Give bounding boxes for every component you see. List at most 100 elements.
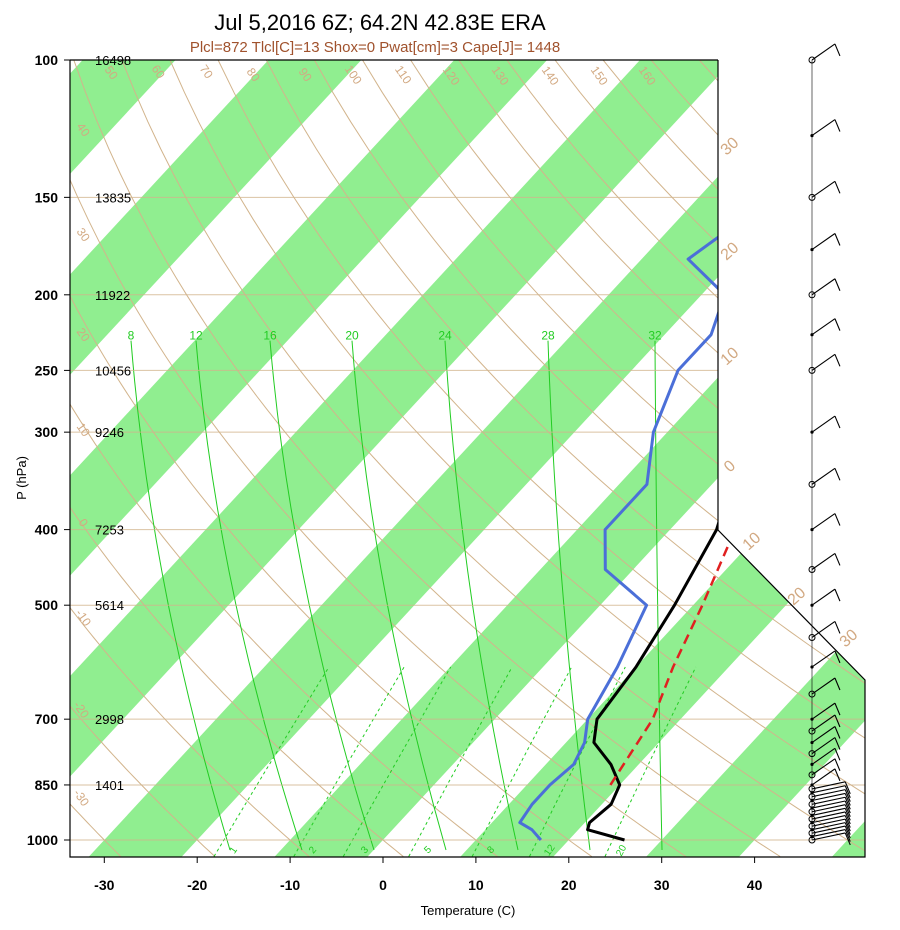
wind-barb — [811, 796, 846, 805]
y-tick-label: 1000 — [27, 832, 58, 848]
y-tick-label: 500 — [35, 597, 59, 613]
x-tick-label: -30 — [94, 877, 114, 893]
wind-barb — [811, 800, 846, 809]
wind-barb-flag — [844, 832, 851, 846]
wind-barb — [811, 768, 836, 786]
height-label: 10456 — [95, 363, 131, 378]
wind-barb — [811, 278, 836, 296]
y-tick-label: 200 — [35, 287, 59, 303]
dry-adiabat — [70, 60, 687, 857]
wind-barb-flag — [834, 748, 841, 761]
saturated-adiabat — [444, 340, 519, 851]
barb-station — [808, 291, 816, 299]
mixing-ratio-label: 20 — [614, 843, 629, 858]
wind-barb-flag — [834, 181, 841, 194]
wind-barb-flag — [834, 726, 841, 739]
x-tick-label: 30 — [654, 877, 670, 893]
dry-adiabat — [362, 60, 865, 857]
wind-barb-flag — [834, 650, 841, 664]
wind-barb — [811, 650, 836, 668]
height-label: 2998 — [95, 712, 124, 727]
wind-barb-flag — [844, 808, 851, 821]
saturated-adiabat — [351, 340, 447, 851]
isotherm-label: 10 — [718, 344, 743, 369]
saturated-adiabat — [195, 340, 303, 851]
height-label: 5614 — [95, 598, 124, 613]
mixing-ratio-line — [529, 666, 626, 857]
wind-barb-flag — [844, 822, 851, 835]
wind-barb — [811, 832, 846, 841]
wind-barb — [811, 804, 846, 813]
dry-adiabat — [313, 60, 865, 857]
temperature-profile — [586, 60, 865, 842]
barb-station — [808, 771, 816, 779]
wind-barb-flag — [844, 825, 851, 839]
wind-barb-flag — [834, 318, 841, 331]
wind-barb — [811, 702, 836, 720]
wind-barb — [811, 818, 846, 827]
wind-barb-flag — [834, 702, 841, 716]
mixing-ratio-line — [471, 666, 573, 857]
wind-barb-flag — [834, 714, 841, 728]
mixing-ratio-label: 2 — [307, 844, 319, 856]
wind-barb — [811, 233, 836, 251]
wind-barb — [811, 815, 846, 824]
dry-adiabat — [169, 60, 865, 857]
dry-adiabat — [73, 60, 781, 857]
barb-station — [808, 193, 816, 201]
mixing-ratio-label: 24 — [438, 329, 452, 343]
height-labels: 16498 13835 11922 10456 9246 7253 5614 2998 1401 — [95, 53, 131, 793]
wind-barb — [811, 180, 836, 198]
height-label: 13835 — [95, 190, 131, 205]
barb-station — [808, 690, 816, 698]
potential-temperature-label: -30 — [71, 787, 93, 810]
wind-barb-flag — [844, 829, 851, 842]
dry-adiabat — [70, 60, 498, 857]
wind-barb — [811, 726, 836, 743]
wind-barb-flag — [834, 468, 841, 481]
wind-barb-flag — [834, 677, 841, 691]
wind-barb-flag — [834, 768, 841, 782]
wind-barb-flag — [834, 758, 841, 771]
mixing-ratio-line — [408, 666, 513, 857]
y-tick-label: 700 — [35, 711, 59, 727]
wind-barb — [811, 318, 836, 336]
mixing-ratio-label: 8 — [128, 329, 135, 343]
wind-barb-flag — [834, 621, 841, 634]
barb-station — [808, 56, 816, 64]
wind-barb — [811, 467, 836, 485]
wind-barb — [811, 811, 846, 820]
chart-subtitle: Plcl=872 Tlcl[C]=13 Shox=0 Pwat[cm]=3 Ca… — [190, 39, 560, 56]
y-tick-label: 100 — [35, 52, 59, 68]
parcel-profile — [609, 431, 771, 786]
wind-barb — [811, 588, 836, 606]
mixing-ratio-line — [213, 666, 330, 857]
wind-barb — [811, 43, 836, 61]
mixing-ratio-lines — [130, 340, 697, 857]
y-tick-label: 300 — [35, 424, 59, 440]
isotherm-band — [70, 60, 362, 857]
saturated-adiabat — [547, 340, 591, 851]
wind-barb — [811, 513, 836, 531]
dry-adiabat — [217, 60, 865, 857]
mixing-ratio-label: 3 — [359, 844, 371, 856]
plot-frame — [69, 60, 866, 858]
barb-station — [808, 633, 816, 641]
height-label: 11922 — [95, 288, 130, 303]
wind-barb — [811, 792, 846, 802]
potential-temperature-label: 110 — [392, 63, 415, 87]
wind-barb-flag — [844, 800, 851, 814]
wind-barb-flag — [834, 43, 841, 57]
mixing-ratio-label: 1 — [228, 845, 240, 856]
wind-barb — [811, 677, 836, 695]
isotherm-label: 10 — [740, 529, 765, 554]
dewpoint-profile — [518, 60, 865, 841]
wind-barb-flag — [834, 588, 841, 602]
barb-station — [808, 750, 816, 758]
isotherm-band — [274, 60, 865, 857]
height-label: 16498 — [95, 53, 131, 68]
dry-adiabat — [70, 60, 216, 857]
wind-barb — [811, 737, 836, 755]
wind-barb-flag — [844, 797, 851, 810]
